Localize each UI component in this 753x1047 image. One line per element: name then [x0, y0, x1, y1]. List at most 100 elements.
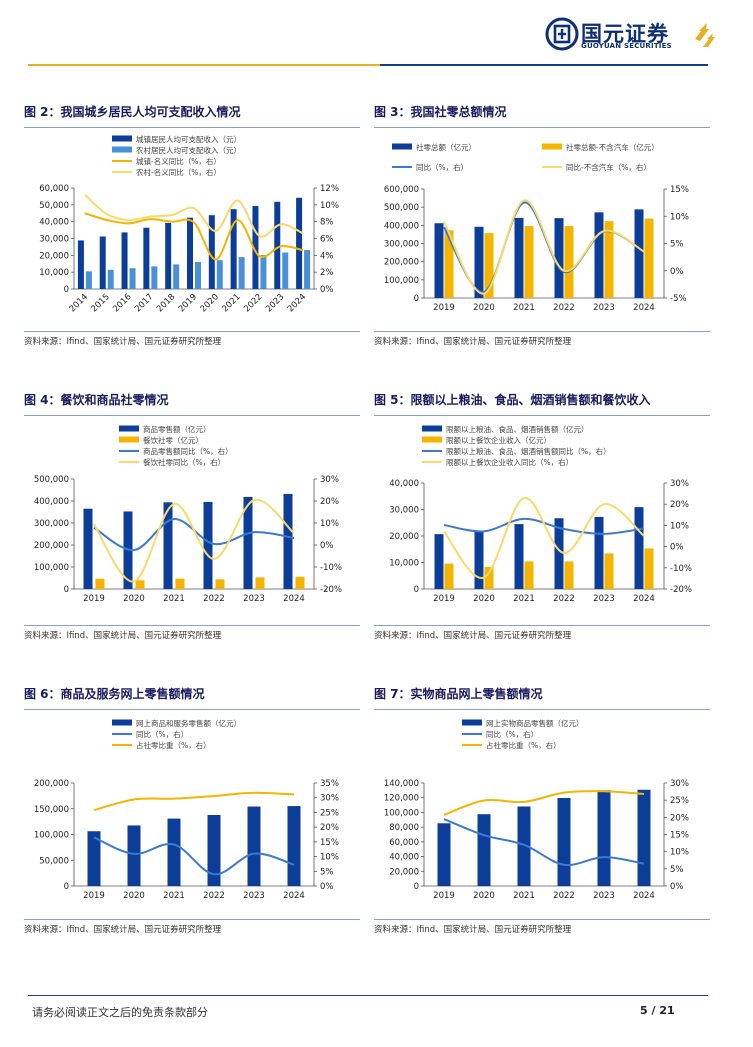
x-tick-label: 2021: [163, 891, 185, 901]
bar: [444, 563, 454, 589]
y-tick-label: 40,000: [389, 479, 419, 489]
bar: [296, 197, 303, 289]
x-tick-label: 2020: [123, 891, 145, 901]
legend-label: 商品零售额（亿元）: [143, 424, 211, 434]
bar: [175, 578, 185, 589]
bar: [564, 561, 574, 589]
legend-label: 社零总额（亿元）: [416, 142, 476, 152]
x-tick-label: 2017: [133, 292, 155, 314]
legend-swatch-bar: [392, 143, 412, 150]
y-tick-label: 100,000: [384, 276, 419, 286]
bar: [247, 806, 261, 886]
legend-label: 餐饮社零（亿元）: [143, 435, 203, 445]
bar: [604, 553, 614, 589]
legend-label: 社零总额-不含汽车（亿元）: [566, 142, 659, 152]
legend-label: 城镇居民人均可支配收入（元）: [136, 134, 241, 144]
bar: [514, 524, 524, 589]
y-tick-label: 0: [64, 285, 69, 295]
x-tick-label: 2020: [199, 292, 221, 314]
bar: [564, 226, 574, 298]
y-tick-label: 0: [414, 585, 419, 595]
y2-tick-label: 30%: [670, 779, 689, 789]
figure-title: 图 6：商品及服务网上零售额情况: [24, 687, 205, 701]
bar: [255, 577, 265, 589]
legend-label: 同比-不含汽车（%，右）: [566, 162, 651, 172]
series-line: [443, 497, 645, 579]
source-divider: [24, 919, 360, 920]
legend-label: 占社零比重（%，右）: [136, 740, 211, 750]
source-note: 资料来源：Ifind、国家统计局、国元证券研究所整理: [374, 631, 572, 641]
y2-tick-label: 4%: [320, 251, 334, 261]
brand-name-cn: 国元证券: [581, 22, 669, 46]
y-tick-label: 200,000: [384, 258, 419, 268]
x-tick-label: 2023: [593, 594, 615, 604]
y-tick-label: 0: [64, 882, 69, 892]
y2-tick-label: 20%: [320, 497, 339, 507]
y2-tick-label: 0%: [670, 267, 684, 277]
x-tick-label: 2020: [123, 594, 145, 604]
legend-label: 网上商品和服务零售额（亿元）: [136, 718, 241, 728]
y-tick-label: 40,000: [39, 218, 69, 228]
series-line: [443, 201, 645, 294]
logo-arrows-icon: [695, 23, 715, 47]
legend-label: 同比（%，右）: [486, 729, 538, 739]
title-underline: [24, 127, 360, 128]
y2-tick-label: 10%: [320, 201, 339, 211]
bar: [243, 496, 253, 589]
x-tick-label: 2021: [513, 891, 535, 901]
y2-tick-label: 0%: [320, 285, 334, 295]
y2-tick-label: 20%: [670, 500, 689, 510]
x-tick-label: 2020: [473, 891, 495, 901]
x-tick-label: 2022: [203, 594, 225, 604]
figure-title: 图 4：餐饮和商品社零情况: [24, 393, 169, 407]
source-note: 资料来源：Ifind、国家统计局、国元证券研究所整理: [374, 337, 572, 347]
y-tick-label: 140,000: [384, 779, 419, 789]
bar: [274, 201, 281, 289]
y-tick-label: 80,000: [389, 823, 419, 833]
x-tick-label: 2014: [68, 292, 90, 314]
x-tick-label: 2019: [83, 594, 105, 604]
x-tick-label: 2024: [633, 891, 655, 901]
legend-swatch-bar: [422, 436, 442, 443]
y-tick-label: 200,000: [34, 779, 69, 789]
x-tick-label: 2023: [243, 594, 265, 604]
header-divider-accent: [380, 64, 708, 66]
bar: [77, 240, 84, 289]
legend-swatch-bar: [119, 436, 139, 443]
figure-title: 图 3：我国社零总额情况: [374, 105, 507, 119]
y-tick-label: 10,000: [389, 559, 419, 569]
legend-label: 限额以上粮油、食品、烟酒销售额同比（%，右）: [446, 446, 611, 456]
chart-income: 城镇居民人均可支配收入（元）农村居民人均可支配收入（元）城镇-名义同比（%，右）…: [39, 134, 339, 314]
y2-tick-label: 0%: [670, 882, 684, 892]
legend-swatch-bar: [112, 719, 132, 726]
y-tick-label: 30,000: [389, 506, 419, 516]
legend-label: 餐饮社零同比（%，右）: [143, 457, 225, 467]
bar: [121, 232, 128, 289]
y2-tick-label: 6%: [320, 235, 334, 245]
chart-online-total: 网上商品和服务零售额（亿元）同比（%，右）占社零比重（%，右） 0 50,000 10…: [34, 718, 339, 901]
x-tick-label: 2023: [593, 303, 615, 313]
y-tick-label: 20,000: [389, 867, 419, 877]
x-tick-label: 2021: [513, 594, 535, 604]
series-line: [84, 212, 304, 261]
y-tick-label: 50,000: [39, 201, 69, 211]
x-tick-label: 2022: [242, 292, 264, 314]
bar: [195, 262, 201, 289]
legend-label: 同比（%，右）: [136, 729, 188, 739]
bar: [87, 831, 101, 886]
legend-swatch-bar: [462, 719, 482, 726]
logo-emblem-icon: [545, 17, 579, 51]
series-line: [443, 790, 645, 816]
legend-swatch-bar: [112, 146, 132, 153]
source-note: 资料来源：Ifind、国家统计局、国元证券研究所整理: [24, 631, 222, 641]
y2-tick-label: 8%: [320, 218, 334, 228]
bar: [163, 502, 173, 589]
x-tick-label: 2023: [264, 292, 286, 314]
y-tick-label: 20,000: [389, 532, 419, 542]
y-tick-label: 500,000: [34, 475, 69, 485]
y-tick-label: 100,000: [384, 808, 419, 818]
y2-tick-label: 5%: [320, 867, 334, 877]
y-tick-label: 0: [64, 585, 69, 595]
title-underline: [24, 415, 360, 416]
y-tick-label: 400,000: [34, 497, 69, 507]
